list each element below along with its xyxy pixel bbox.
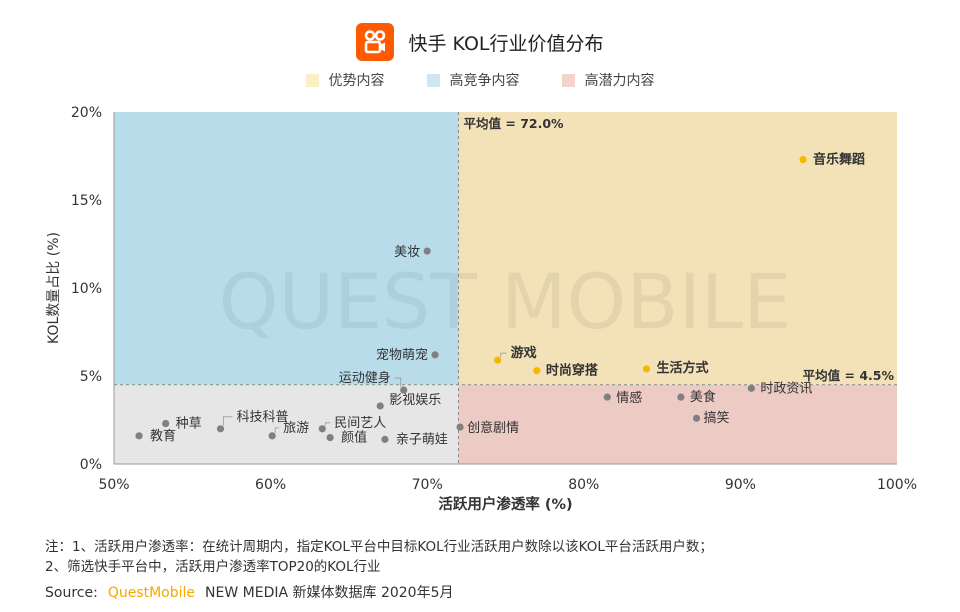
x-tick-label: 80%: [568, 477, 599, 493]
kuaishou-logo-icon: [356, 23, 395, 61]
title-row: 快手 KOL行业价值分布: [0, 22, 960, 62]
source-prefix: Source:: [45, 585, 98, 601]
data-label: 游戏: [511, 345, 537, 361]
leader-line: [394, 377, 402, 388]
leader-line: [274, 427, 280, 433]
y-tick-label: 20%: [71, 105, 102, 121]
y-tick-label: 5%: [80, 369, 102, 385]
data-point: [268, 432, 276, 440]
data-label: 创意剧情: [467, 420, 519, 436]
x-tick-label: 50%: [98, 477, 129, 493]
legend-swatch-advantage: [305, 73, 319, 87]
data-point: [431, 351, 439, 359]
data-label: 种草: [176, 417, 202, 432]
data-label: 颜值: [341, 430, 367, 446]
legend-label-advantage: 优势内容: [328, 73, 385, 89]
legend-item-potential: 高潜力内容: [561, 70, 655, 90]
note-line-1: 注：1、活跃用户渗透率：在统计周期内，指定KOL平台中目标KOL行业活跃用户数除…: [45, 539, 713, 555]
leader-line: [223, 416, 233, 426]
legend-item-competition: 高竞争内容: [426, 70, 520, 90]
chart-title: 快手 KOL行业价值分布: [408, 32, 604, 55]
data-point: [747, 384, 755, 392]
leader-line: [500, 352, 507, 358]
data-label: 时政资讯: [760, 381, 812, 396]
data-label: 亲子萌娃: [396, 432, 448, 447]
y-tick-label: 0%: [80, 457, 102, 473]
quadrant-advantage: [458, 112, 897, 385]
legend-swatch-competition: [426, 73, 440, 87]
data-point: [326, 434, 334, 442]
source-rest: NEW MEDIA 新媒体数据库 2020年5月: [205, 585, 454, 601]
data-label: 美妆: [394, 245, 420, 260]
data-point: [400, 386, 408, 394]
y-tick-label: 15%: [71, 193, 102, 209]
data-label: 科技科普: [236, 410, 288, 425]
source-line: Source: QuestMobile NEW MEDIA 新媒体数据库 202…: [45, 582, 454, 602]
data-point: [692, 414, 701, 422]
x-tick-label: 90%: [725, 477, 756, 493]
data-point: [494, 356, 502, 364]
data-label: 搞笑: [704, 410, 730, 426]
x-tick-label: 60%: [255, 477, 286, 493]
data-point: [799, 155, 807, 164]
data-label: 美食: [690, 389, 716, 405]
legend-swatch-potential: [561, 73, 575, 87]
data-point: [216, 425, 225, 433]
avg-y-label: 平均值 = 4.5%: [803, 368, 895, 383]
data-label: 生活方式: [656, 360, 708, 376]
axes: 50% 60% 70% 80% 90% 100% 0% 5% 10% 15% 20% 活跃用户渗透率 …: [46, 105, 917, 513]
y-tick-label: 10%: [71, 281, 102, 297]
data-point: [162, 419, 170, 428]
data-label: 音乐舞蹈: [813, 152, 865, 168]
avg-x-label: 平均值 = 72.0%: [464, 116, 565, 131]
note-line-2: 2、筛选快手平台中，活跃用户渗透率TOP20的KOL行业: [45, 559, 381, 575]
data-point: [642, 365, 651, 373]
legend: 优势内容 高竞争内容 高潜力内容: [0, 70, 960, 90]
x-axis-title: 活跃用户渗透率 (%): [438, 495, 572, 513]
data-label: 宠物萌宠: [376, 347, 428, 363]
x-tick-label: 100%: [877, 477, 917, 493]
data-label: 情感: [616, 390, 642, 406]
data-point: [456, 423, 464, 431]
watermark: QUEST MOBILE: [219, 257, 792, 346]
data-label: 运动健身: [339, 370, 391, 386]
data-label: 民间艺人: [334, 416, 386, 431]
data-point: [677, 393, 685, 401]
quadrant-high-competition: [114, 112, 459, 385]
average-lines: 平均值 = 72.0% 平均值 = 4.5%: [114, 112, 897, 464]
legend-label-potential: 高潜力内容: [584, 73, 655, 89]
data-point: [423, 247, 431, 255]
quadrant-bottom-left: [114, 384, 459, 464]
x-tick-label: 70%: [412, 477, 443, 493]
data-point: [318, 425, 326, 433]
data-label: 教育: [150, 428, 176, 444]
legend-item-advantage: 优势内容: [305, 70, 385, 90]
y-axis-title: KOL数量占比 (%): [46, 232, 62, 344]
leader-line: [324, 422, 331, 426]
data-point: [376, 402, 384, 410]
data-label: 旅游: [283, 421, 309, 436]
data-label: 影视娱乐: [389, 393, 441, 408]
data-label: 时尚穿搭: [546, 363, 599, 379]
data-point: [135, 432, 143, 440]
data-point: [603, 393, 611, 401]
data-point: [533, 367, 541, 375]
data-point: [381, 435, 389, 443]
legend-label-competition: 高竞争内容: [449, 73, 520, 89]
source-brand: QuestMobile: [107, 585, 196, 601]
